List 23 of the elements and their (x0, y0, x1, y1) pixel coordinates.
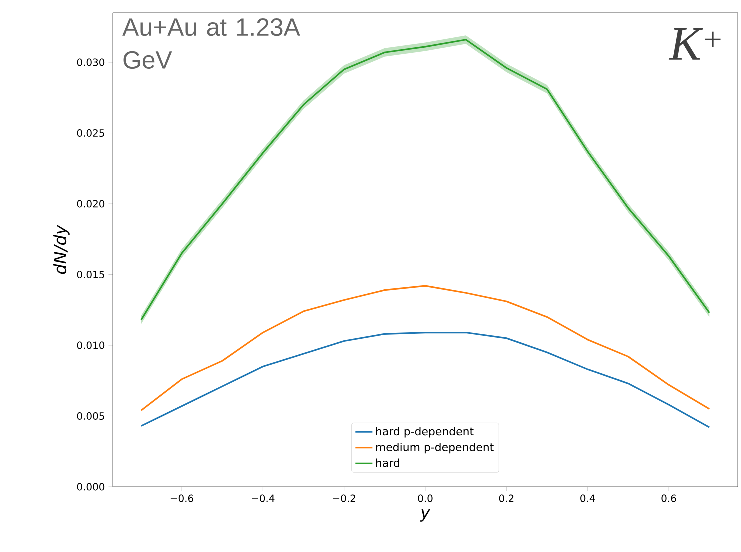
y-tick-label: 0.015 (77, 270, 104, 279)
y-tick-label: 0.020 (77, 200, 105, 208)
legend-label: hard (376, 458, 400, 468)
y-tick-label: 0.010 (77, 342, 105, 350)
x-axis-title: y (420, 509, 431, 522)
y-tick-label: 0.005 (77, 412, 104, 420)
x-tick-label: 0.0 (418, 494, 433, 502)
annotation: Au+Au at 1.23A GeV (122, 18, 300, 70)
y-tick-label: 0.000 (77, 483, 105, 491)
y-tick-label: 0.025 (77, 129, 104, 138)
legend-label: hard p-dependent (376, 427, 474, 438)
x-tick-label: 0.2 (499, 494, 514, 502)
x-tick-label: −0.2 (333, 494, 356, 502)
x-tick-label: −0.6 (170, 494, 194, 502)
legend-label: medium p-dependent (376, 442, 494, 454)
line-series (140, 332, 710, 428)
x-tick-label: 0.6 (662, 494, 676, 502)
y-tick-label: 0.030 (77, 58, 105, 66)
x-tick-label: −0.4 (252, 494, 275, 502)
line-series (140, 285, 710, 412)
y-axis-title: dN/dy (53, 224, 70, 274)
annotation: K$^{+}$ (668, 28, 721, 60)
x-tick-label: 0.4 (580, 494, 596, 502)
